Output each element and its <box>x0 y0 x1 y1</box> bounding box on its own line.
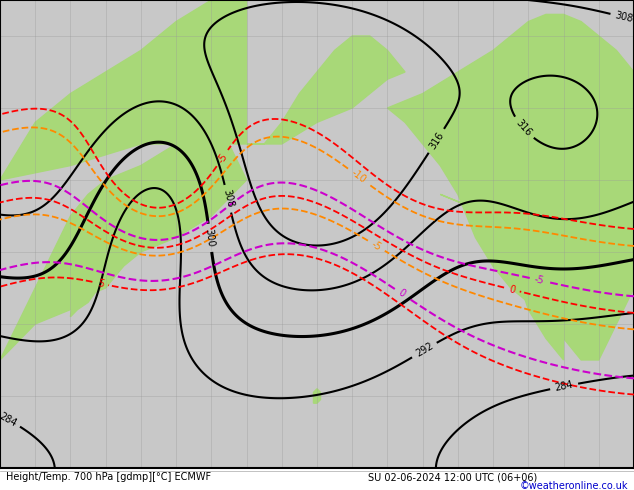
Polygon shape <box>440 195 564 360</box>
Text: 316: 316 <box>427 130 446 151</box>
Polygon shape <box>56 252 70 295</box>
Polygon shape <box>247 36 405 144</box>
Text: 308: 308 <box>221 189 235 209</box>
Text: 316: 316 <box>514 118 533 138</box>
Polygon shape <box>313 389 321 403</box>
Text: 300: 300 <box>204 228 216 247</box>
Text: 284: 284 <box>0 411 18 428</box>
Text: 0: 0 <box>508 284 516 295</box>
Text: SU 02-06-2024 12:00 UTC (06+06): SU 02-06-2024 12:00 UTC (06+06) <box>368 472 537 482</box>
Polygon shape <box>70 223 123 317</box>
Text: Height/Temp. 700 hPa [gdmp][°C] ECMWF: Height/Temp. 700 hPa [gdmp][°C] ECMWF <box>6 472 212 482</box>
Polygon shape <box>387 14 634 360</box>
Text: 0: 0 <box>396 288 407 299</box>
Text: -5: -5 <box>534 274 545 286</box>
Text: 292: 292 <box>414 341 435 359</box>
Polygon shape <box>0 0 247 180</box>
Text: -10: -10 <box>349 168 368 185</box>
Text: 284: 284 <box>554 380 574 393</box>
Text: 308: 308 <box>614 10 634 24</box>
Text: -5: -5 <box>216 151 230 165</box>
Text: 5: 5 <box>96 278 105 289</box>
Text: -5: -5 <box>370 239 383 252</box>
Text: ©weatheronline.co.uk: ©weatheronline.co.uk <box>519 481 628 490</box>
Polygon shape <box>0 122 247 360</box>
